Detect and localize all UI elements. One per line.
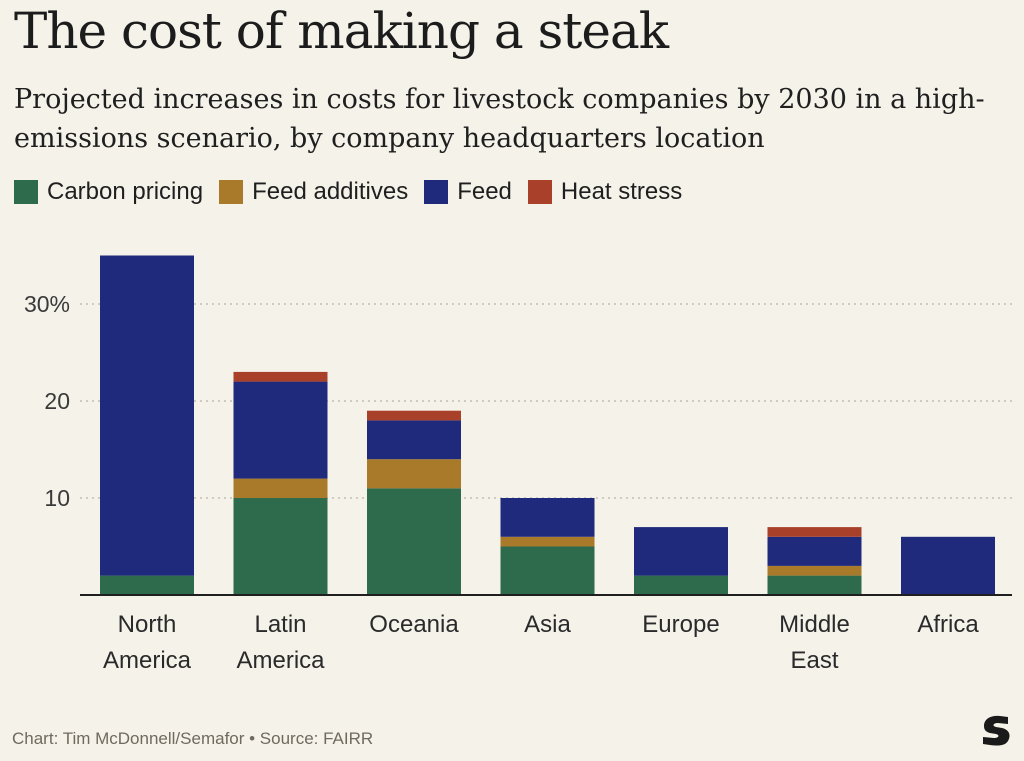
x-tick-label: America bbox=[103, 647, 192, 674]
bar-segment-feed-additives bbox=[367, 459, 461, 489]
chart-title: The cost of making a steak bbox=[14, 2, 669, 60]
legend-item: Heat stress bbox=[527, 178, 683, 206]
x-tick-label: North bbox=[118, 611, 177, 638]
bar-segment-feed-additives bbox=[233, 478, 328, 498]
bar-segment-feed-additives bbox=[767, 565, 862, 576]
bar-segment-heat-stress bbox=[767, 527, 862, 537]
x-tick-label: Europe bbox=[642, 611, 719, 638]
bar-segment-carbon-pricing bbox=[767, 575, 862, 595]
x-tick-label: Middle bbox=[779, 611, 850, 638]
chart-credit: Chart: Tim McDonnell/Semafor • Source: F… bbox=[12, 729, 374, 748]
bar-segment-carbon-pricing bbox=[367, 488, 461, 595]
legend-item: Feed additives bbox=[219, 178, 408, 206]
y-tick-label: 10 bbox=[44, 485, 70, 511]
legend-item: Feed bbox=[424, 178, 512, 206]
bar-segment-carbon-pricing bbox=[634, 575, 728, 595]
bar-segment-carbon-pricing bbox=[233, 498, 328, 595]
legend-swatch bbox=[424, 180, 449, 204]
bar-segment-feed bbox=[100, 255, 194, 576]
legend-swatch bbox=[527, 180, 552, 204]
bar-segment-feed bbox=[500, 498, 595, 537]
x-tick-label: Oceania bbox=[369, 611, 459, 638]
legend-label: Carbon pricing bbox=[47, 178, 204, 205]
bar-segment-feed bbox=[901, 536, 995, 595]
bar-segment-heat-stress bbox=[367, 410, 461, 421]
bar-segment-carbon-pricing bbox=[500, 546, 595, 595]
y-tick-label: 30% bbox=[24, 291, 70, 317]
chart-subtitle: Projected increases in costs for livesto… bbox=[14, 84, 985, 154]
bar-chart: 10 20 30% North America Latin America Oceania As… bbox=[24, 255, 1012, 674]
bar-segment-feed bbox=[767, 536, 862, 566]
chart-legend: Carbon pricing Feed additives Feed Heat str… bbox=[14, 178, 698, 206]
legend-label: Feed additives bbox=[252, 178, 409, 205]
legend-label: Heat stress bbox=[560, 178, 683, 205]
bar-segment-feed bbox=[634, 527, 728, 576]
legend-swatch bbox=[14, 180, 38, 204]
legend-swatch bbox=[219, 180, 244, 204]
legend-item: Carbon pricing bbox=[14, 178, 203, 206]
x-tick-label: Africa bbox=[917, 611, 979, 638]
x-tick-label: Latin bbox=[254, 611, 306, 638]
x-tick-label: East bbox=[790, 647, 838, 674]
x-tick-label: America bbox=[236, 647, 325, 674]
y-tick-label: 20 bbox=[44, 388, 70, 414]
bar-segment-heat-stress bbox=[233, 371, 328, 382]
semafor-logo-icon bbox=[983, 715, 1010, 746]
legend-label: Feed bbox=[457, 178, 512, 205]
bar-segment-feed-additives bbox=[500, 536, 595, 547]
bar-segment-carbon-pricing bbox=[100, 575, 194, 595]
bar-segment-feed bbox=[233, 381, 328, 479]
x-tick-label: Asia bbox=[524, 611, 571, 638]
bar-segment-feed bbox=[367, 420, 461, 460]
